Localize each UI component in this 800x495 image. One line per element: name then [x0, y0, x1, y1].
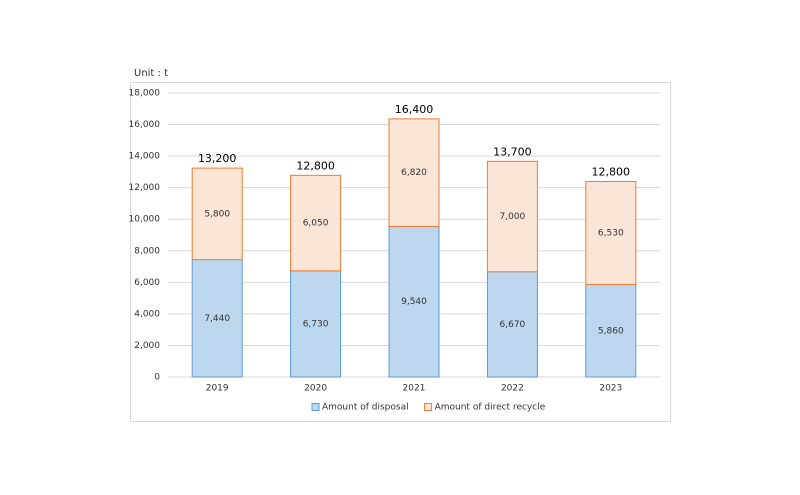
y-tick-label: 14,000 [129, 152, 161, 162]
bar-segment [191, 259, 243, 378]
total-label: 13,200 [198, 152, 237, 165]
data-label: 6,670 [500, 320, 526, 330]
data-label: 7,440 [204, 314, 230, 324]
x-tick-label: 2022 [501, 384, 524, 394]
y-tick-label: 10,000 [129, 215, 161, 225]
bar-segment [486, 271, 538, 378]
x-tick-label: 2019 [206, 384, 229, 394]
total-label: 16,400 [395, 103, 434, 116]
legend-label: Amount of direct recycle [435, 403, 546, 413]
total-label: 12,800 [296, 159, 335, 172]
bar-segment [290, 270, 342, 378]
x-tick-label: 2020 [304, 384, 327, 394]
data-label: 6,050 [303, 219, 329, 229]
total-label: 12,800 [592, 166, 631, 179]
bar-segment [388, 225, 440, 378]
x-tick-label: 2021 [403, 384, 426, 394]
data-label: 7,000 [500, 212, 526, 222]
data-label: 6,730 [303, 319, 329, 329]
legend-swatch [311, 403, 320, 411]
total-label: 13,700 [493, 145, 532, 158]
bar-segment [290, 174, 342, 272]
y-tick-label: 18,000 [129, 89, 161, 99]
y-tick-label: 6,000 [134, 278, 160, 288]
bar-segment [191, 167, 243, 261]
data-label: 5,860 [598, 326, 624, 336]
y-tick-label: 4,000 [134, 309, 160, 319]
legend-swatch [424, 403, 433, 411]
y-tick-label: 16,000 [129, 120, 161, 130]
bar-segment [388, 118, 440, 227]
y-tick-label: 0 [154, 373, 160, 383]
bar-segment [585, 284, 637, 378]
y-tick-label: 8,000 [134, 246, 160, 256]
y-tick-label: 12,000 [129, 183, 161, 193]
data-label: 6,820 [401, 168, 427, 178]
y-tick-label: 2,000 [134, 341, 160, 351]
unit-label: Unit : t [134, 68, 168, 79]
bar-segment [585, 181, 637, 286]
x-tick-label: 2023 [599, 384, 622, 394]
legend-label: Amount of disposal [322, 403, 409, 413]
bar-segment [486, 160, 538, 273]
data-label: 6,530 [598, 229, 624, 239]
data-label: 9,540 [401, 297, 427, 307]
data-label: 5,800 [204, 209, 230, 219]
